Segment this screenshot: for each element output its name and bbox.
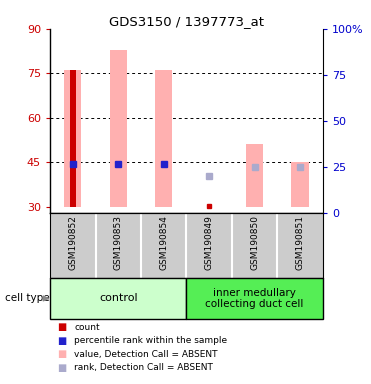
Bar — [70, 70, 76, 207]
Text: GSM190853: GSM190853 — [114, 215, 123, 270]
Text: control: control — [99, 293, 138, 303]
Text: ■: ■ — [58, 349, 67, 359]
Text: count: count — [74, 323, 100, 331]
Bar — [187, 278, 323, 319]
Bar — [64, 70, 82, 207]
Bar — [109, 50, 127, 207]
Text: GSM190850: GSM190850 — [250, 215, 259, 270]
Text: percentile rank within the sample: percentile rank within the sample — [74, 336, 227, 345]
Text: cell type: cell type — [4, 293, 49, 303]
Text: GSM190851: GSM190851 — [296, 215, 305, 270]
Bar — [291, 162, 309, 207]
Bar — [246, 144, 263, 207]
Text: ■: ■ — [58, 322, 67, 332]
Text: rank, Detection Call = ABSENT: rank, Detection Call = ABSENT — [74, 363, 213, 372]
Bar — [50, 278, 187, 319]
Text: GSM190849: GSM190849 — [205, 215, 214, 270]
Bar — [155, 70, 173, 207]
Text: GSM190854: GSM190854 — [159, 215, 168, 270]
Text: ■: ■ — [58, 363, 67, 373]
Title: GDS3150 / 1397773_at: GDS3150 / 1397773_at — [109, 15, 264, 28]
Text: ■: ■ — [58, 336, 67, 346]
Text: inner medullary
collecting duct cell: inner medullary collecting duct cell — [206, 288, 304, 309]
Text: value, Detection Call = ABSENT: value, Detection Call = ABSENT — [74, 350, 218, 359]
Text: GSM190852: GSM190852 — [68, 215, 77, 270]
